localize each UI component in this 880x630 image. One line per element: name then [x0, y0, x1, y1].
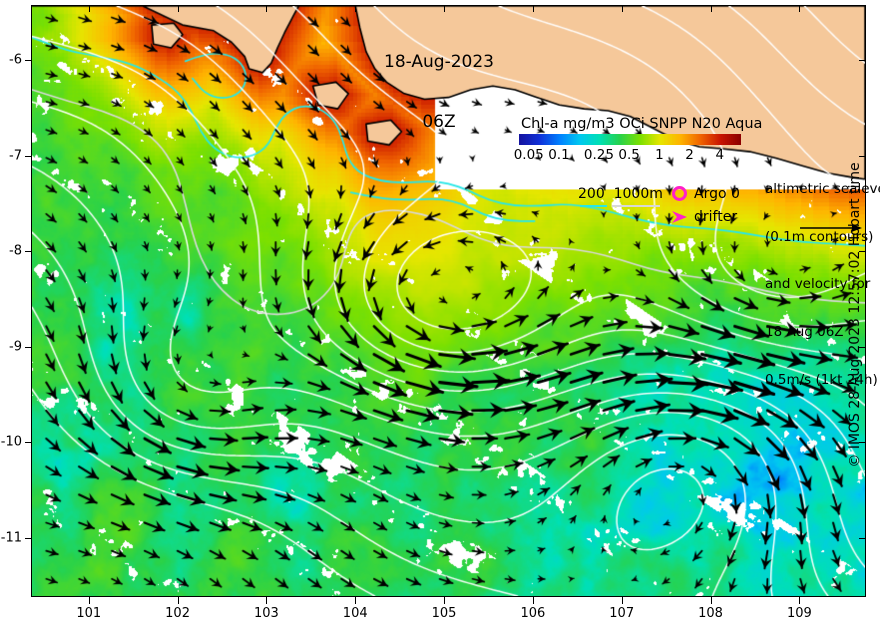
x-axis-tick-top	[177, 5, 179, 12]
x-axis-tick	[177, 597, 179, 604]
x-axis-tick	[444, 597, 446, 604]
colorbar-tick-label: 0.1	[548, 147, 570, 163]
x-axis-label: 108	[698, 606, 723, 621]
altimetry-legend-line4: 18 Aug 06Z	[765, 324, 844, 341]
y-axis-tick	[25, 251, 32, 253]
y-axis-label: -9	[9, 339, 22, 355]
y-axis-tick	[25, 155, 32, 157]
colorbar-tick-label: 2	[685, 147, 694, 163]
altimetry-legend-line1: altimetric sealevel	[765, 180, 880, 197]
altimetry-legend-line2: (0.1m contours)	[765, 228, 874, 245]
x-axis-label: 101	[76, 606, 102, 621]
y-axis-tick	[25, 537, 32, 539]
x-axis-tick	[621, 597, 623, 604]
y-axis-tick	[25, 442, 32, 444]
y-axis-label: -10	[0, 434, 22, 450]
y-axis-tick-right	[859, 251, 866, 253]
x-axis-tick-top	[532, 5, 534, 12]
x-axis-label: 109	[786, 606, 812, 621]
colorbar-gradient	[519, 134, 741, 145]
y-axis-label: -8	[9, 243, 22, 259]
bathymetry-200m-swatch	[580, 205, 607, 207]
x-axis-tick	[88, 597, 90, 604]
velocity-scale-arrow-icon	[800, 224, 862, 232]
x-axis-tick-top	[799, 5, 801, 12]
x-axis-tick-top	[444, 5, 446, 12]
bathymetry-1000m-swatch	[612, 205, 660, 207]
date-stamp-line2: 06Z	[422, 112, 456, 133]
x-axis-label: 102	[165, 606, 190, 621]
y-axis-label: -6	[9, 52, 22, 68]
x-axis-label: 104	[342, 606, 368, 621]
x-axis-tick-top	[266, 5, 268, 12]
date-stamp-line1: 18-Aug-2023	[384, 52, 494, 73]
argo-float-icon	[672, 186, 687, 201]
argo-legend-label: Argo 0	[694, 186, 740, 202]
colorbar-tick-label: 4	[715, 147, 725, 163]
imos-credit: © IMOS 28-Aug-2023 12:57:02 Hobart time	[847, 162, 863, 468]
x-axis-label: 106	[520, 606, 546, 621]
drifter-legend-label: drifter	[694, 209, 738, 225]
x-axis-tick	[355, 597, 357, 604]
x-axis-label: 105	[431, 606, 457, 621]
colorbar-tick-label: 0.25	[583, 147, 614, 163]
x-axis-tick	[532, 597, 534, 604]
x-axis-tick-top	[621, 5, 623, 12]
chlorophyll-raster-canvas	[32, 6, 865, 596]
map-plot-area	[31, 5, 866, 597]
altimetry-legend-line3: and velocity for	[765, 276, 871, 293]
y-axis-tick-right	[859, 537, 866, 539]
y-axis-tick	[25, 346, 32, 348]
x-axis-tick-top	[355, 5, 357, 12]
y-axis-label: -7	[9, 148, 22, 164]
y-axis-tick	[25, 60, 32, 62]
y-axis-tick-right	[859, 346, 866, 348]
x-axis-tick	[799, 597, 801, 604]
bathymetry-legend-label: 200 1000m	[578, 186, 663, 202]
x-axis-label: 103	[253, 606, 279, 621]
y-axis-tick-right	[859, 155, 866, 157]
colorbar-tick-label: 0.5	[618, 147, 640, 163]
y-axis-label: -11	[0, 530, 22, 546]
colorbar-tick-label: 0.05	[513, 147, 544, 163]
x-axis-tick-top	[88, 5, 90, 12]
x-axis-label: 107	[609, 606, 635, 621]
x-axis-tick-top	[710, 5, 712, 12]
date-stamp: 18-Aug-2023 06Z	[384, 12, 494, 172]
colorbar-title: Chl-a mg/m3 OCi SNPP N20 Aqua	[521, 116, 763, 132]
y-axis-tick-right	[859, 60, 866, 62]
colorbar-tick-label: 1	[655, 147, 664, 163]
x-axis-tick	[710, 597, 712, 604]
y-axis-tick-right	[859, 442, 866, 444]
altimetry-legend: altimetric sealevel (0.1m contours) and …	[765, 150, 880, 421]
drifter-arrow-icon	[672, 211, 687, 223]
altimetry-legend-line5: 0.5m/s (1kt 24h)	[765, 371, 878, 388]
x-axis-tick	[266, 597, 268, 604]
